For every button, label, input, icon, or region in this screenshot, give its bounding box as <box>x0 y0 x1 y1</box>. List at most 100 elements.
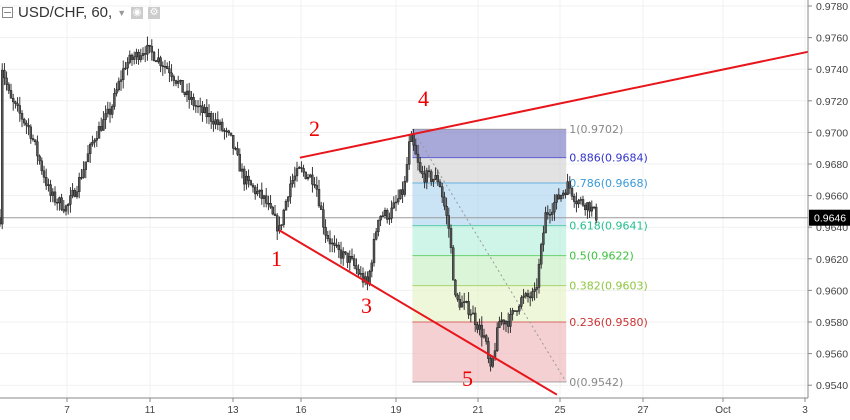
price-bar-body <box>198 105 202 107</box>
price-bar-body <box>320 205 323 210</box>
price-bar-body <box>568 181 571 189</box>
price-bar-body <box>441 186 444 198</box>
price-bar-body <box>80 177 83 179</box>
dropdown-caret-icon[interactable]: ▼ <box>117 7 127 18</box>
price-bar-body <box>425 170 428 183</box>
price-bar-body <box>181 80 184 93</box>
price-bar-body <box>152 51 156 61</box>
price-bar-body <box>357 268 360 275</box>
price-bar-body <box>168 68 171 74</box>
price-bar-body <box>372 239 376 264</box>
price-bar-body <box>298 167 301 169</box>
symbol-label[interactable]: USD/CHF, 60, <box>18 4 113 21</box>
price-bar-body <box>256 191 259 195</box>
price-bar-body <box>214 119 217 125</box>
time-tick-label: 16 <box>295 405 307 416</box>
price-bar-body <box>394 201 398 204</box>
price-bar-body <box>58 197 61 204</box>
price-bar-body <box>478 324 481 330</box>
price-bar-body <box>229 132 233 136</box>
price-bar-body <box>408 141 411 165</box>
price-bar-body <box>392 202 395 209</box>
price-bar-body <box>555 194 558 203</box>
price-bar-body <box>447 215 450 229</box>
price-bar-body <box>467 301 470 315</box>
price-bar-body <box>546 212 549 215</box>
price-bar-body <box>526 293 530 298</box>
price-bar-body <box>317 189 321 207</box>
price-bar-body <box>69 195 72 205</box>
price-bar-body <box>577 200 580 205</box>
price-bar-body <box>375 231 378 240</box>
price-bar-body <box>529 296 532 299</box>
price-bar-body <box>236 148 239 155</box>
price-bar-body <box>115 89 118 94</box>
price-bar-body <box>225 130 228 133</box>
price-bar-body <box>196 105 200 108</box>
price-bar-body <box>27 124 30 128</box>
price-bar-body <box>456 294 459 300</box>
price-bar-body <box>331 242 334 245</box>
price-tick-label: 0.9700 <box>816 127 848 139</box>
price-bar-body <box>289 183 292 198</box>
price-bar-body <box>344 251 347 254</box>
trendline <box>278 229 558 396</box>
price-bar-body <box>18 105 21 114</box>
price-bar-body <box>397 198 400 203</box>
fib-zone <box>412 182 567 226</box>
price-bar-body <box>253 186 257 195</box>
price-bar-body <box>212 121 215 125</box>
price-bar-body <box>34 139 37 143</box>
price-bar-body <box>557 194 560 200</box>
price-bar-body <box>291 180 294 185</box>
price-bar-body <box>284 201 288 211</box>
eye-icon[interactable]: ◉ <box>131 6 144 19</box>
price-bar-body <box>7 84 11 91</box>
time-tick-label: 7 <box>64 405 70 416</box>
price-bar-body <box>482 335 486 338</box>
price-tick-label: 0.9600 <box>816 285 848 297</box>
price-bar-body <box>388 218 391 220</box>
fib-level-label: 0.5(0.9622) <box>569 250 634 263</box>
price-bar-body <box>293 175 296 181</box>
price-bar-body <box>223 130 226 132</box>
price-bar-body <box>165 66 169 69</box>
price-bar-body <box>179 80 182 82</box>
price-bar-body <box>62 209 65 212</box>
price-bar-body <box>412 133 415 146</box>
price-bar-body <box>584 204 587 211</box>
price-bar-body <box>99 126 103 131</box>
price-bar-body <box>119 79 123 82</box>
price-bar-body <box>36 141 39 157</box>
price-bar-body <box>487 341 490 359</box>
price-bar-body <box>227 130 231 134</box>
price-bar-body <box>82 169 85 178</box>
price-bar-body <box>220 121 224 131</box>
price-tick-label: 0.9620 <box>816 254 848 266</box>
price-bar-body <box>551 211 554 215</box>
fib-trend-line <box>411 128 567 383</box>
price-bar-body <box>135 51 138 58</box>
price-bar-body <box>421 171 424 175</box>
price-bar-body <box>471 312 475 315</box>
price-bar-body <box>203 107 206 113</box>
price-bar-body <box>38 155 41 162</box>
price-bar-body <box>20 113 24 120</box>
price-bar-body <box>139 55 143 60</box>
price-bar-body <box>306 176 310 179</box>
gear-icon[interactable]: ⚙ <box>148 6 161 19</box>
price-bar-body <box>300 167 303 169</box>
price-bar-body <box>0 217 2 225</box>
price-bar-body <box>592 206 596 209</box>
price-bar-body <box>183 92 187 95</box>
price-bar-body <box>192 97 195 106</box>
fib-level-label: 0.236(0.9580) <box>569 316 648 329</box>
price-bar-body <box>531 291 534 299</box>
price-bar-body <box>586 202 589 211</box>
fib-level-label: 0.786(0.9668) <box>569 177 648 190</box>
price-bar-body <box>403 181 406 195</box>
price-bar-body <box>511 310 514 315</box>
price-bar-body <box>137 51 140 60</box>
collapse-icon[interactable] <box>2 7 13 18</box>
